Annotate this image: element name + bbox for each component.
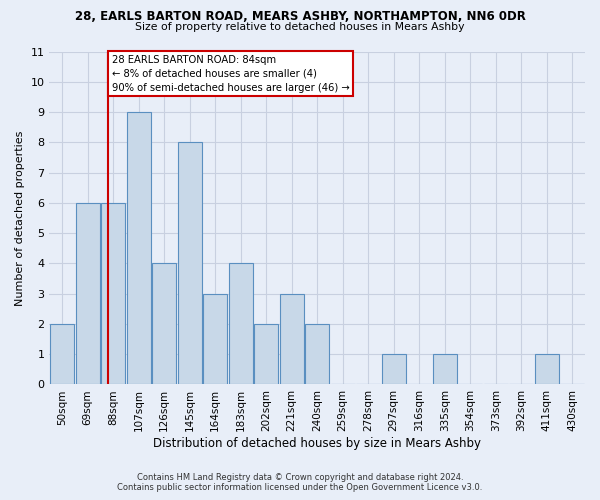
Bar — [203, 294, 227, 384]
Text: Size of property relative to detached houses in Mears Ashby: Size of property relative to detached ho… — [135, 22, 465, 32]
Bar — [178, 142, 202, 384]
Bar — [433, 354, 457, 384]
Bar — [254, 324, 278, 384]
Bar — [305, 324, 329, 384]
Bar — [127, 112, 151, 384]
Bar — [229, 264, 253, 384]
Bar — [280, 294, 304, 384]
Bar — [382, 354, 406, 384]
Text: 28, EARLS BARTON ROAD, MEARS ASHBY, NORTHAMPTON, NN6 0DR: 28, EARLS BARTON ROAD, MEARS ASHBY, NORT… — [74, 10, 526, 23]
Text: Contains HM Land Registry data © Crown copyright and database right 2024.
Contai: Contains HM Land Registry data © Crown c… — [118, 473, 482, 492]
Bar — [50, 324, 74, 384]
Bar — [101, 203, 125, 384]
Y-axis label: Number of detached properties: Number of detached properties — [15, 130, 25, 306]
Bar — [535, 354, 559, 384]
Bar — [152, 264, 176, 384]
Bar — [76, 203, 100, 384]
Text: 28 EARLS BARTON ROAD: 84sqm
← 8% of detached houses are smaller (4)
90% of semi-: 28 EARLS BARTON ROAD: 84sqm ← 8% of deta… — [112, 54, 349, 92]
X-axis label: Distribution of detached houses by size in Mears Ashby: Distribution of detached houses by size … — [153, 437, 481, 450]
